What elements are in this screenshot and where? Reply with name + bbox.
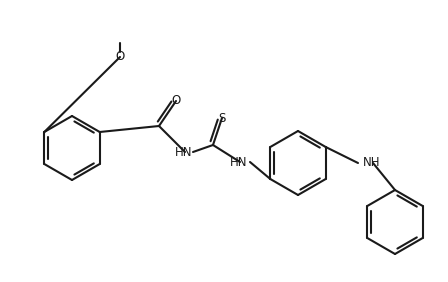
Text: NH: NH <box>363 157 380 169</box>
Text: HN: HN <box>175 146 193 158</box>
Text: O: O <box>116 50 125 63</box>
Text: S: S <box>218 111 226 124</box>
Text: O: O <box>172 94 181 107</box>
Text: HN: HN <box>230 155 248 169</box>
